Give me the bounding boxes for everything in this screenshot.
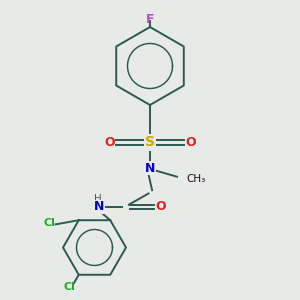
- Text: O: O: [104, 136, 115, 149]
- Text: CH₃: CH₃: [186, 173, 205, 184]
- Text: N: N: [94, 200, 104, 214]
- Text: S: S: [145, 136, 155, 149]
- Text: O: O: [155, 200, 166, 214]
- Text: F: F: [146, 13, 154, 26]
- Text: Cl: Cl: [63, 282, 75, 292]
- Text: H: H: [94, 194, 101, 205]
- Text: Cl: Cl: [44, 218, 56, 229]
- Text: N: N: [145, 161, 155, 175]
- Text: O: O: [185, 136, 196, 149]
